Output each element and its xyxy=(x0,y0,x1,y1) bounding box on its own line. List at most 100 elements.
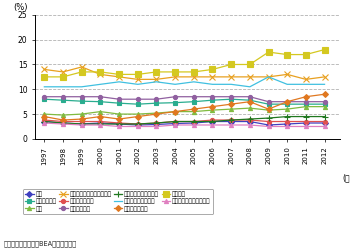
輸送機器（除自動車） xyxy=(210,120,215,123)
機械 xyxy=(266,109,271,112)
石油・石炭製品 xyxy=(192,108,196,111)
自動車・部品 xyxy=(304,100,308,103)
金属 xyxy=(322,122,327,124)
自動車・部品 xyxy=(322,100,327,103)
石油・石炭製品 xyxy=(42,115,47,118)
電気機械・家電 xyxy=(285,120,289,123)
化学製品 xyxy=(98,70,103,73)
輸送機器（除自動車） xyxy=(322,115,327,118)
食品、飲料、たばこ xyxy=(266,75,271,78)
加工金属製品 xyxy=(98,100,103,103)
コンピューター・電子製品 xyxy=(192,75,196,78)
金属 xyxy=(229,120,233,123)
石油・石炭製品 xyxy=(98,115,103,118)
電気機械・家電 xyxy=(117,122,121,124)
加工金属製品 xyxy=(117,102,121,105)
コンピューター・電子製品 xyxy=(98,73,103,76)
自動車・部品 xyxy=(79,95,84,98)
食品、飲料、たばこ xyxy=(192,80,196,83)
食品、飲料、たばこ xyxy=(285,83,289,86)
電気機械・家電 xyxy=(61,120,65,123)
機械 xyxy=(322,105,327,108)
電気機械・家電 xyxy=(136,123,140,125)
Line: 加工金属製品: 加工金属製品 xyxy=(42,97,327,106)
石油・石炭製品 xyxy=(322,93,327,96)
電気機械・家電 xyxy=(173,120,177,123)
電気機械・家電 xyxy=(79,120,84,123)
金属 xyxy=(42,120,47,123)
プラスチック・ゴム製品 xyxy=(79,124,84,126)
Line: 輸送機器（除自動車）: 輸送機器（除自動車） xyxy=(41,113,328,127)
化学製品 xyxy=(210,68,215,71)
コンピューター・電子製品 xyxy=(210,75,215,78)
プラスチック・ゴム製品 xyxy=(322,125,327,128)
加工金属製品 xyxy=(229,98,233,101)
コンピューター・電子製品 xyxy=(304,78,308,81)
石油・石炭製品 xyxy=(229,103,233,106)
輸送機器（除自動車） xyxy=(229,119,233,122)
機械 xyxy=(42,113,47,116)
輸送機器（除自動車） xyxy=(61,122,65,124)
自動車・部品 xyxy=(266,100,271,103)
金属 xyxy=(136,124,140,126)
加工金属製品 xyxy=(285,103,289,106)
石油・石炭製品 xyxy=(248,100,252,103)
加工金属製品 xyxy=(322,103,327,106)
プラスチック・ゴム製品 xyxy=(304,125,308,128)
食品、飲料、たばこ xyxy=(322,83,327,86)
化学製品 xyxy=(117,73,121,76)
加工金属製品 xyxy=(248,99,252,102)
食品、飲料、たばこ xyxy=(210,83,215,86)
石油・石炭製品 xyxy=(304,95,308,98)
化学製品 xyxy=(79,70,84,73)
金属 xyxy=(304,122,308,124)
化学製品 xyxy=(42,75,47,78)
輸送機器（除自動車） xyxy=(285,115,289,118)
食品、飲料、たばこ xyxy=(42,85,47,88)
コンピューター・電子製品 xyxy=(154,78,159,81)
プラスチック・ゴム製品 xyxy=(154,125,159,128)
Text: (年): (年) xyxy=(343,174,350,183)
化学製品 xyxy=(154,70,159,73)
加工金属製品 xyxy=(79,100,84,103)
機械 xyxy=(304,105,308,108)
金属 xyxy=(154,123,159,126)
コンピューター・電子製品 xyxy=(266,75,271,78)
食品、飲料、たばこ xyxy=(248,85,252,88)
食品、飲料、たばこ xyxy=(61,85,65,88)
コンピューター・電子製品 xyxy=(322,75,327,78)
食品、飲料、たばこ xyxy=(136,83,140,86)
電気機械・家電 xyxy=(248,119,252,122)
機械 xyxy=(285,108,289,111)
プラスチック・ゴム製品 xyxy=(210,124,215,126)
金属 xyxy=(266,124,271,126)
自動車・部品 xyxy=(248,95,252,98)
金属 xyxy=(285,123,289,125)
化学製品 xyxy=(285,53,289,56)
石油・石炭製品 xyxy=(266,108,271,111)
金属 xyxy=(248,120,252,123)
加工金属製品 xyxy=(192,100,196,103)
化学製品 xyxy=(192,70,196,73)
電気機械・家電 xyxy=(266,120,271,123)
化学製品 xyxy=(229,63,233,66)
加工金属製品 xyxy=(136,103,140,106)
輸送機器（除自動車） xyxy=(192,120,196,123)
Line: 食品、飲料、たばこ: 食品、飲料、たばこ xyxy=(44,77,324,87)
機械 xyxy=(248,107,252,110)
プラスチック・ゴム製品 xyxy=(285,125,289,128)
プラスチック・ゴム製品 xyxy=(61,123,65,125)
コンピューター・電子製品 xyxy=(117,75,121,78)
Line: 自動車・部品: 自動車・部品 xyxy=(42,95,327,104)
コンピューター・電子製品 xyxy=(229,75,233,78)
プラスチック・ゴム製品 xyxy=(117,125,121,128)
コンピューター・電子製品 xyxy=(285,73,289,76)
輸送機器（除自動車） xyxy=(173,120,177,123)
機械 xyxy=(136,113,140,116)
石油・石炭製品 xyxy=(154,113,159,116)
食品、飲料、たばこ xyxy=(79,85,84,88)
プラスチック・ゴム製品 xyxy=(173,124,177,126)
プラスチック・ゴム製品 xyxy=(98,124,103,126)
電気機械・家電 xyxy=(42,119,47,122)
金属 xyxy=(117,123,121,125)
